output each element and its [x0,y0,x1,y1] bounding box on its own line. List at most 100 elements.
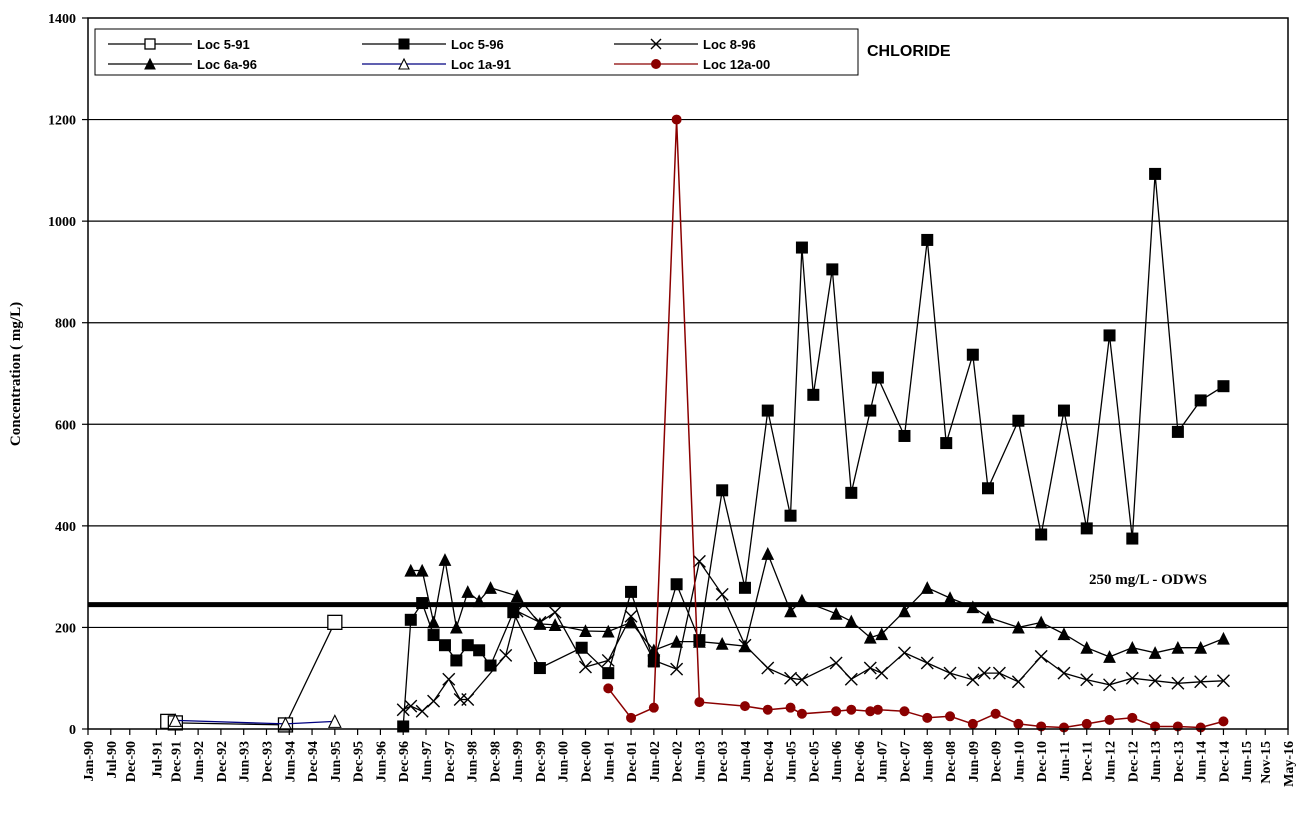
data-point [1171,425,1184,438]
data-point [647,653,661,667]
data-point [651,59,661,69]
data-point [626,712,637,723]
data-point [404,563,418,577]
data-point [1080,673,1094,687]
data-point [671,114,682,125]
data-point [1171,676,1185,690]
data-point [990,708,1001,719]
data-point [716,484,729,497]
data-point [510,589,524,602]
data-point [461,693,475,707]
x-tick-label: Dec-06 [853,741,868,782]
data-point [396,703,410,717]
data-point [863,630,877,644]
data-point [966,673,980,687]
data-point [761,404,774,417]
x-tick-label: Jun-96 [374,741,389,782]
data-point [875,666,889,680]
data-point [438,639,451,652]
data-point [981,610,995,624]
x-tick-label: Dec-93 [260,741,275,782]
x-tick-label: Dec-08 [944,741,959,782]
data-point [761,661,775,675]
data-point [1171,641,1185,654]
x-tick-label: Jun-00 [557,741,572,782]
x-axis: Jan-90 Jul-90 Dec-90 Jul-91 Dec-91 Jun-92 Dec-… [82,729,1297,787]
data-point [602,667,615,680]
data-point [327,614,343,630]
data-point [1217,380,1230,393]
legend-entries: Loc 5-91 Loc 5-96 Loc 8-96 Loc 6a-96 Loc 1a-… [108,37,770,72]
x-tick-label: Jun-93 [238,741,253,782]
x-tick-label: Jun-08 [921,741,936,782]
y-tick-label: 800 [55,317,76,332]
data-point [603,683,614,694]
data-point [533,617,547,630]
data-point [1057,404,1070,417]
data-point [872,704,883,715]
data-point [921,233,934,246]
legend: Loc 5-91 Loc 5-96 Loc 8-96 Loc 6a-96 Loc 1a-… [94,28,859,76]
data-point [533,662,546,675]
data-point [992,666,1006,680]
data-point [871,371,884,384]
data-point [575,641,588,654]
data-point [427,694,441,708]
data-point [484,581,497,594]
x-tick-label: Jun-14 [1195,741,1210,782]
data-point [784,604,797,618]
x-tick-label: Dec-12 [1126,741,1141,782]
x-tick-label: Dec-99 [534,741,549,782]
data-point [785,702,796,713]
legend-entry-loc-12a-00: Loc 12a-00 [614,57,770,72]
data-point [796,708,807,719]
data-point [578,660,592,674]
data-point [144,38,156,50]
data-point [845,486,858,499]
data-point [920,581,934,594]
x-tick-label: Jun-94 [283,741,298,782]
legend-label: Loc 8-96 [703,37,756,52]
plot-frame [87,17,1289,730]
data-point [625,585,638,598]
data-point [442,672,456,686]
data-point [450,654,463,667]
x-tick-label: Jul-90 [105,741,120,778]
x-tick-label: Jun-13 [1149,741,1164,782]
data-point [1103,329,1116,342]
series-line [402,559,1224,712]
data-point [1125,641,1139,654]
data-point [898,429,911,442]
y-axis-label: Concentration ( mg/L) [8,302,24,446]
data-point [795,593,809,607]
data-point [1013,718,1024,729]
x-tick-label: Dec-13 [1172,741,1187,782]
data-point [1216,674,1230,688]
data-point [1081,718,1092,729]
grid-lines [88,118,1288,629]
data-point [864,404,877,417]
x-tick-label: Dec-94 [306,741,321,782]
x-tick-label: Dec-04 [762,741,777,782]
data-point [1194,641,1208,654]
x-tick-label: Dec-03 [716,741,731,782]
data-point [692,554,706,568]
y-tick-label: 600 [55,418,76,433]
x-tick-label: Dec-02 [671,741,686,782]
data-point [1034,649,1048,663]
data-point [438,553,452,566]
series-line [167,622,336,726]
data-point [1149,167,1162,180]
data-point [1057,627,1071,641]
data-point [738,581,751,594]
data-point [899,706,910,717]
x-tick-label: Dec-09 [990,741,1005,782]
data-point [715,636,729,650]
data-point [784,509,797,522]
legend-label: Loc 6a-96 [197,57,257,72]
series-loc-12a-00 [603,114,1229,733]
data-point [398,38,410,50]
x-tick-label: Jun-12 [1104,741,1119,782]
data-point [1194,394,1207,407]
data-point [898,604,911,618]
